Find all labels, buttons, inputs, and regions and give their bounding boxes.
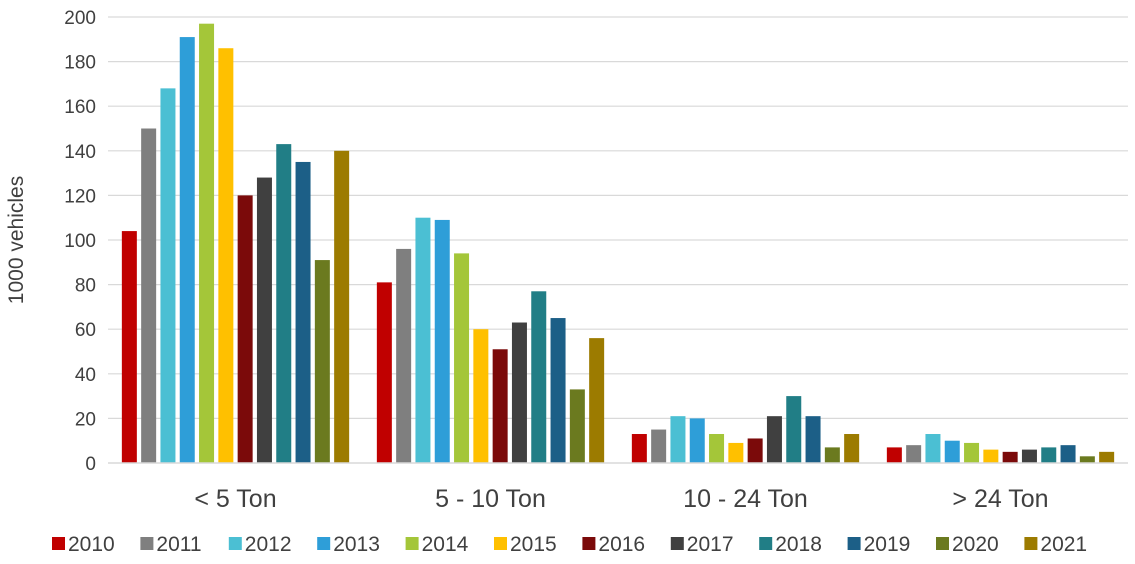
- legend-swatch: [52, 537, 65, 550]
- bar: [709, 434, 725, 463]
- legend-label: 2012: [245, 533, 292, 556]
- bar: [334, 150, 350, 464]
- bar: [237, 195, 253, 463]
- bar: [179, 37, 195, 463]
- bar: [434, 219, 450, 463]
- bar: [747, 438, 763, 463]
- bars: [121, 23, 1115, 464]
- bar: [964, 442, 980, 463]
- bar: [1021, 449, 1037, 463]
- bar: [670, 416, 686, 463]
- bar: [256, 177, 272, 463]
- bar: [199, 23, 215, 463]
- x-category-label: 10 - 24 Ton: [683, 485, 808, 513]
- legend-swatch: [847, 537, 861, 550]
- legend-label: 2015: [510, 533, 557, 556]
- legend-swatch: [1024, 537, 1038, 550]
- y-tick-label: 100: [64, 231, 96, 252]
- legend-label: 2013: [333, 533, 380, 556]
- legend-swatch: [405, 537, 419, 550]
- bar: [1099, 451, 1115, 463]
- legend-swatch: [317, 537, 331, 550]
- x-category-label: > 24 Ton: [952, 485, 1048, 513]
- y-tick-label: 160: [64, 97, 96, 118]
- bar: [844, 434, 860, 463]
- bar: [1060, 445, 1076, 463]
- bar: [376, 282, 392, 463]
- legend-label: 2020: [952, 533, 999, 556]
- y-tick-label: 0: [85, 454, 96, 475]
- bar: [276, 144, 292, 464]
- legend-label: 2011: [156, 533, 201, 556]
- y-tick-label: 120: [64, 186, 96, 207]
- bar: [314, 260, 330, 463]
- legend-label: 2019: [864, 533, 911, 556]
- x-category-label: < 5 Ton: [194, 485, 276, 513]
- legend: 2010 2011 2012 2013 2014 2015 2016 2017 2018 2019…: [52, 533, 1087, 556]
- bar: [728, 442, 744, 463]
- legend-label: 2016: [598, 533, 645, 556]
- legend-label: 2014: [422, 533, 469, 556]
- bar: [454, 253, 470, 463]
- legend-swatch: [228, 537, 242, 550]
- bar: [531, 291, 547, 463]
- bar: [805, 416, 821, 463]
- bar: [569, 389, 585, 463]
- bar: [1041, 447, 1057, 463]
- y-tick-label: 140: [64, 142, 96, 163]
- x-category-label: 5 - 10 Ton: [435, 485, 546, 513]
- legend-swatch: [494, 537, 507, 550]
- bar: [786, 396, 802, 463]
- y-axis-ticks: 0 20 40 60 80 100 120 140 160 180 200: [64, 8, 96, 475]
- bar: [218, 48, 234, 463]
- legend-swatch: [936, 537, 949, 550]
- legend-swatch: [582, 537, 596, 550]
- bar: [473, 329, 489, 463]
- legend-swatch: [759, 537, 773, 550]
- bar: [160, 88, 176, 464]
- y-axis-title: 1000 vehicles: [5, 176, 28, 304]
- y-tick-label: 180: [64, 53, 96, 74]
- bar: [651, 429, 667, 463]
- bar: [511, 322, 527, 463]
- legend-label: 2018: [775, 533, 822, 556]
- legend-swatch: [670, 537, 684, 550]
- y-tick-label: 40: [75, 365, 96, 386]
- bar: [1002, 451, 1018, 463]
- bar: [295, 161, 311, 463]
- bar: [983, 449, 999, 463]
- bar: [925, 434, 941, 463]
- legend-label: 2010: [68, 533, 115, 556]
- y-tick-label: 60: [75, 320, 96, 341]
- bar: [492, 349, 508, 463]
- legend-label: 2017: [687, 533, 734, 556]
- category-labels: < 5 Ton 5 - 10 Ton 10 - 24 Ton > 24 Ton: [194, 485, 1048, 513]
- y-tick-label: 200: [64, 8, 96, 29]
- bar: [824, 447, 840, 463]
- y-tick-label: 20: [75, 409, 96, 430]
- bar: [141, 128, 157, 463]
- bar: [550, 318, 566, 463]
- bar: [415, 217, 431, 463]
- legend-swatch: [140, 537, 154, 550]
- bar: [906, 445, 922, 463]
- bar: [1079, 456, 1095, 463]
- bar: [944, 440, 960, 463]
- bar: [631, 434, 647, 463]
- bar: [689, 418, 705, 463]
- bar: [396, 248, 412, 463]
- legend-label: 2021: [1040, 533, 1087, 556]
- bar: [766, 416, 782, 463]
- y-tick-label: 80: [75, 276, 96, 297]
- bar: [886, 447, 902, 463]
- bar: [121, 231, 137, 463]
- bar: [589, 338, 605, 463]
